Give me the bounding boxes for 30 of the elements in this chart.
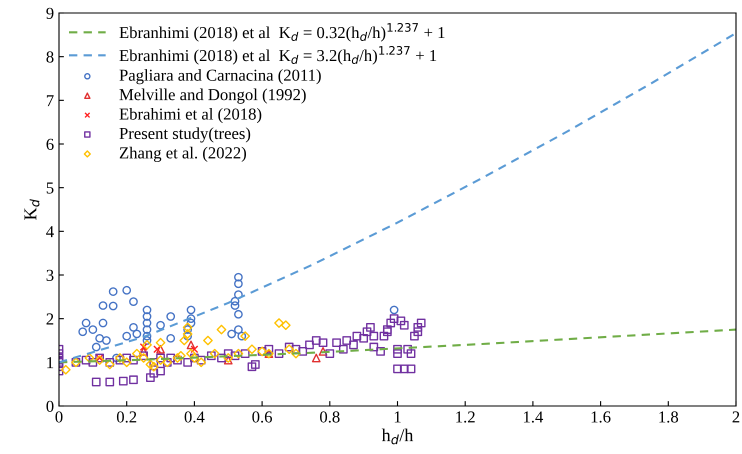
- legend-label: Pagliara and Carnacina (2011): [119, 69, 321, 84]
- y-tick-label: 7: [46, 95, 54, 106]
- y-axis-title: K$_{d}$: [24, 199, 40, 220]
- x-axis-title: h$_{d}$/h: [382, 428, 414, 444]
- legend-label: Ebranhimi (2018) et al K$_{d}$ = 3.2(h$_{d}$/h)$^{1.237}$ + 1: [119, 46, 436, 65]
- x-tick-label: 0.6: [252, 411, 272, 423]
- x-tick-label: 2: [732, 411, 740, 422]
- y-tick-label: 6: [46, 138, 54, 150]
- x-tick-label: 0.4: [184, 411, 205, 423]
- legend-label: Ebranhimi (2018) et al K$_{d}$ = 0.32(h$_{d}$/h)$^{1.237}$ + 1: [119, 23, 444, 42]
- y-tick-label: 4: [46, 226, 54, 238]
- y-tick-label: 2: [46, 313, 54, 324]
- legend-label: Melville and Dongol (1992): [119, 88, 306, 104]
- x-tick-label: 1.6: [592, 411, 611, 423]
- y-tick-label: 3: [46, 270, 54, 281]
- y-tick-label: 0: [46, 400, 54, 412]
- x-tick-label: 0: [55, 411, 63, 423]
- x-tick-label: 1: [394, 411, 401, 422]
- legend-label: Zhang et al. (2022): [120, 146, 246, 162]
- x-tick-label: 0.2: [116, 411, 136, 423]
- legend-label: Present study(trees): [119, 127, 250, 143]
- y-tick-label: 9: [46, 8, 54, 19]
- legend-label: Ebrahimi et al (2018): [119, 108, 262, 124]
- x-tick-label: 1.8: [659, 411, 678, 423]
- y-tick-label: 1: [47, 357, 54, 368]
- x-tick-label: 1.2: [456, 411, 475, 423]
- x-tick-label: 0.8: [320, 411, 340, 423]
- x-tick-label: 1.4: [524, 411, 544, 423]
- y-tick-label: 8: [46, 51, 54, 63]
- y-tick-label: 5: [46, 182, 54, 194]
